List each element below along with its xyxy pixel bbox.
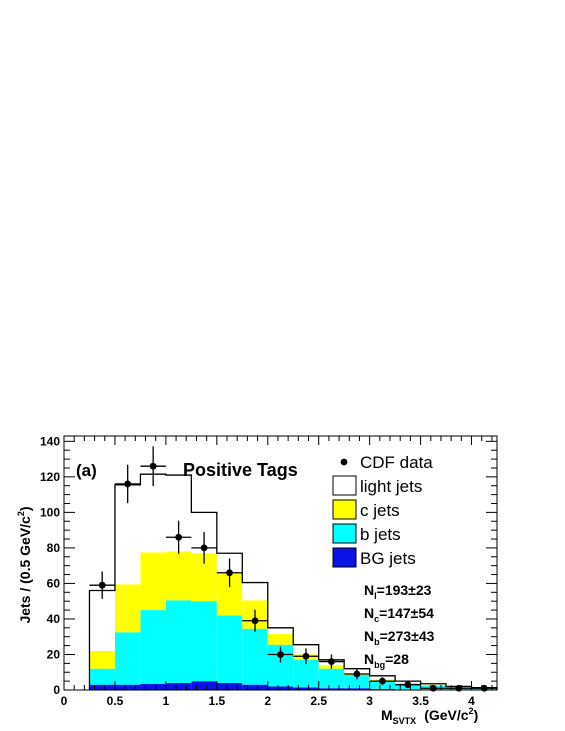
legend-marker-cdf-data (340, 458, 348, 466)
y-axis-label: Jets / (0.5 GeV/c2) (16, 506, 33, 623)
y-tick-label: 40 (47, 612, 61, 626)
data-point (404, 681, 412, 689)
data-point (429, 684, 437, 692)
b-jets-bar (165, 600, 192, 683)
legend-label: light jets (360, 477, 422, 496)
x-axis-label: MSVTX (GeV/c2) (381, 706, 478, 726)
legend-label: c jets (360, 501, 400, 520)
c-jets-bar (140, 552, 166, 611)
y-tick-label: 60 (47, 576, 61, 590)
b-jets-bar (242, 628, 268, 685)
fit-result: Nbg=28 (364, 651, 409, 670)
legend-label: b jets (360, 525, 401, 544)
light-jets-bar (89, 590, 115, 651)
data-point (124, 480, 132, 488)
b-jets-bar (191, 601, 217, 682)
bg-jets-bar (344, 688, 370, 690)
bg-jets-bar (216, 682, 243, 690)
x-tick-label: 0 (61, 694, 68, 708)
data-points (89, 446, 497, 692)
b-jets-bar (216, 615, 243, 683)
light-jets-bar (140, 474, 166, 553)
bg-jets-bar (369, 688, 396, 690)
y-tick-label: 80 (47, 541, 61, 555)
b-jets-bar (318, 668, 345, 689)
x-tick-label: 1.5 (208, 694, 225, 708)
legend-swatch (332, 547, 357, 568)
legend-swatch (332, 499, 357, 520)
legend-swatch (332, 523, 357, 544)
x-tick-label: 2 (264, 694, 271, 708)
b-jets-bar (344, 674, 370, 689)
legend-swatch (332, 475, 357, 496)
data-point (98, 581, 106, 589)
data-point (302, 652, 310, 660)
b-jets-bar (293, 659, 319, 688)
data-point (480, 684, 488, 692)
bg-jets-bar (140, 683, 166, 690)
bg-jets-bar (114, 684, 141, 690)
bg-jets-bar (267, 686, 294, 690)
bg-jets-bar (89, 684, 115, 690)
c-jets-bar (267, 634, 294, 645)
chart-title: Positive Tags (183, 460, 298, 480)
legend: CDF data light jets c jets b jets BG jets (332, 453, 433, 568)
y-tick-label: 0 (53, 683, 60, 697)
b-jets-bar (114, 632, 141, 685)
data-point (251, 617, 259, 625)
stacked-histogram (88, 473, 498, 690)
b-jets-bar (140, 610, 166, 684)
plot-frame (63, 435, 498, 691)
data-point (455, 684, 463, 692)
x-tick-label: 0.5 (107, 694, 124, 708)
bg-jets-bar (165, 682, 192, 690)
y-tick-label: 20 (47, 647, 61, 661)
y-tick-label: 140 (40, 434, 60, 448)
data-point (175, 533, 183, 541)
plot-border (63, 435, 498, 691)
b-jets-bar (89, 668, 115, 685)
fit-result: Nc=147±54 (364, 605, 434, 624)
data-point (328, 658, 335, 665)
x-tick-label: 3.5 (412, 694, 429, 708)
bg-jets-bar (242, 684, 268, 690)
data-point (277, 651, 284, 658)
bg-jets-bar (293, 687, 319, 690)
light-jets-bar (242, 582, 268, 601)
x-tick-label: 3 (366, 694, 373, 708)
light-jets-bar (267, 627, 294, 635)
x-tick-label: 2.5 (310, 694, 327, 708)
x-tick-label: 4 (468, 694, 475, 708)
data-point (149, 462, 157, 470)
bg-jets-bar (191, 681, 217, 690)
fit-result: Nl=193±23 (364, 582, 432, 601)
panel-label: (a) (76, 461, 97, 480)
bg-jets-bar (318, 688, 345, 690)
data-point (226, 569, 233, 577)
legend-label: BG jets (360, 549, 416, 568)
c-jets-bar (165, 551, 192, 601)
data-point (353, 670, 361, 678)
c-jets-bar (114, 584, 141, 633)
data-point (378, 677, 386, 685)
fit-results: Nl=193±23 Nc=147±54 Nb=273±43 Nbg=28 (364, 582, 435, 670)
legend-label: CDF data (360, 453, 433, 472)
c-jets-bar (89, 650, 115, 669)
data-point (200, 544, 208, 552)
x-tick-label: 1 (163, 694, 170, 708)
fit-result: Nb=273±43 (364, 628, 435, 647)
y-tick-label: 120 (40, 470, 60, 484)
y-tick-label: 100 (40, 505, 60, 519)
